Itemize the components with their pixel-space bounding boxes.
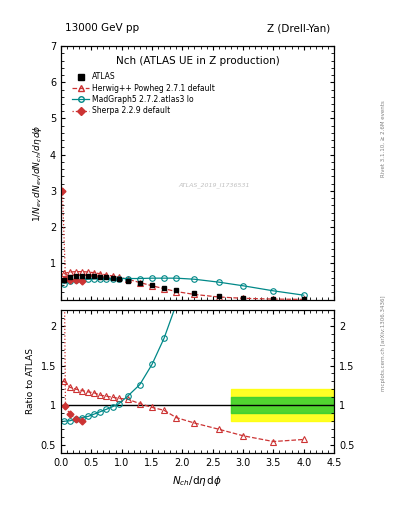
Y-axis label: Ratio to ATLAS: Ratio to ATLAS <box>26 349 35 414</box>
Text: Nch (ATLAS UE in Z production): Nch (ATLAS UE in Z production) <box>116 56 279 66</box>
Text: ATLAS_2019_I1736531: ATLAS_2019_I1736531 <box>178 183 250 188</box>
Text: Rivet 3.1.10, ≥ 2.6M events: Rivet 3.1.10, ≥ 2.6M events <box>381 100 386 177</box>
Text: 13000 GeV pp: 13000 GeV pp <box>65 23 139 33</box>
Text: Z (Drell-Yan): Z (Drell-Yan) <box>267 23 330 33</box>
X-axis label: $N_{ch}/\mathrm{d}\eta\,\mathrm{d}\phi$: $N_{ch}/\mathrm{d}\eta\,\mathrm{d}\phi$ <box>173 474 222 487</box>
Legend: ATLAS, Herwig++ Powheg 2.7.1 default, MadGraph5 2.7.2.atlas3 lo, Sherpa 2.2.9 de: ATLAS, Herwig++ Powheg 2.7.1 default, Ma… <box>70 70 217 118</box>
Y-axis label: $1/N_{ev}\,dN_{ev}/dN_{ch}/d\eta\,d\phi$: $1/N_{ev}\,dN_{ev}/dN_{ch}/d\eta\,d\phi$ <box>31 124 44 222</box>
Text: mcplots.cern.ch [arXiv:1306.3436]: mcplots.cern.ch [arXiv:1306.3436] <box>381 295 386 391</box>
